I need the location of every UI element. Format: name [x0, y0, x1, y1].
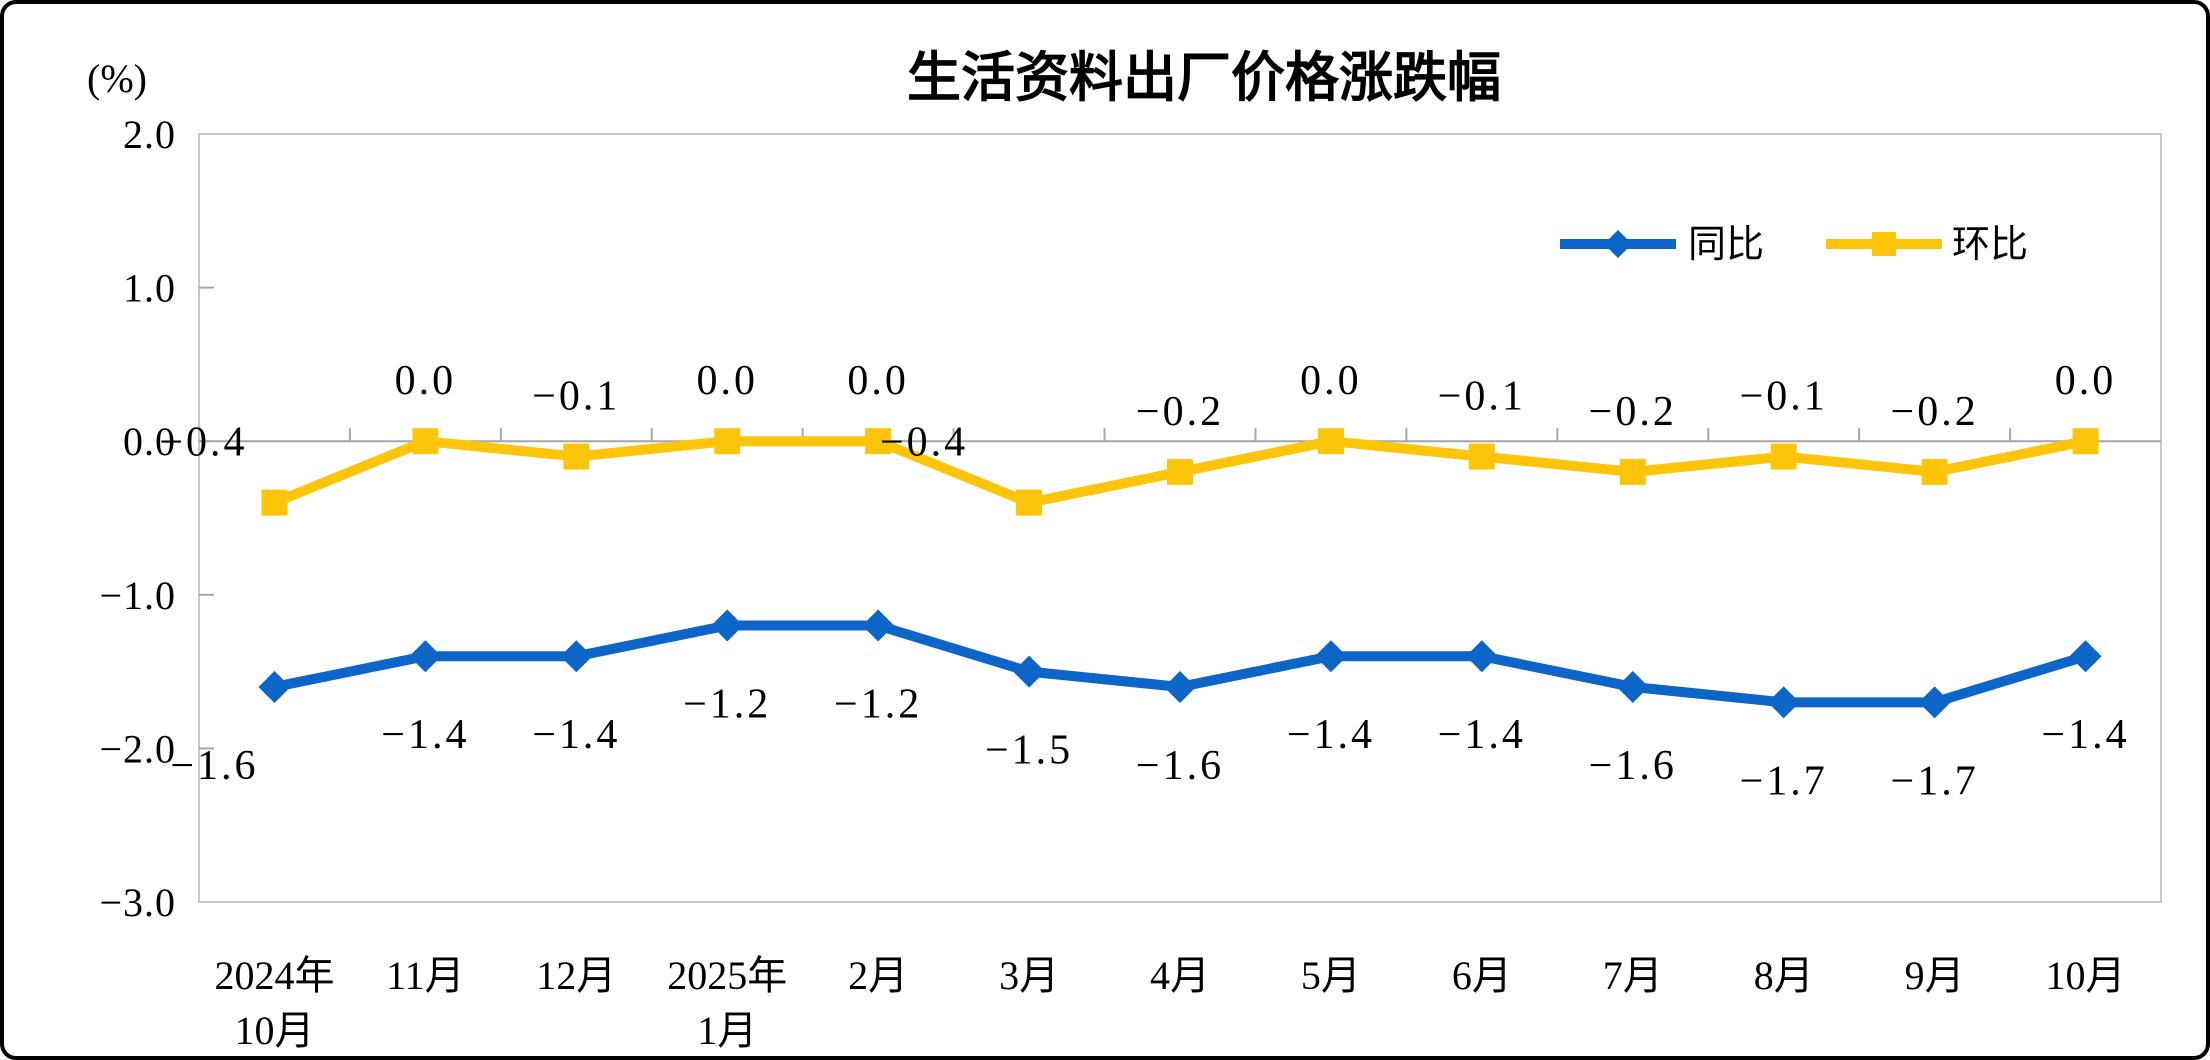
price-change-line-chart: (%) 生活资料出厂价格涨跌幅 2.0 1.0 0.0 −1.0 −2.0 −3.0 202… [87, 48, 2162, 1053]
y-tick-label: −2.0 [99, 726, 176, 771]
diamond-marker-icon [1604, 230, 1632, 258]
diamond-marker-icon [1616, 670, 1649, 703]
diamond-marker-icon [1918, 686, 1951, 719]
x-tick-label: 11月 [386, 953, 465, 998]
data-label: −1.4 [2041, 712, 2129, 758]
legend: 同比 环比 [1560, 224, 2028, 266]
data-label: −0.4 [159, 420, 247, 466]
square-marker-icon [2072, 428, 2099, 455]
square-marker-icon [563, 443, 590, 470]
x-tick-label: 10月 [234, 1008, 314, 1053]
square-marker-icon [1872, 232, 1896, 256]
y-tick-label: 1.0 [123, 266, 176, 311]
x-tick-label: 12月 [536, 953, 616, 998]
diamond-marker-icon [1465, 640, 1498, 673]
legend-item-yoy: 同比 [1560, 224, 1764, 266]
legend-label-mom: 环比 [1952, 224, 2028, 266]
y-tick-label: −1.0 [99, 573, 176, 618]
legend-label-yoy: 同比 [1688, 224, 1764, 266]
legend-item-mom: 环比 [1826, 224, 2028, 266]
x-tick-label: 4月 [1150, 953, 1210, 998]
diamond-marker-icon [711, 609, 744, 642]
data-label: −1.4 [1438, 712, 1526, 758]
diamond-marker-icon [258, 670, 291, 703]
data-label: −0.2 [1136, 389, 1224, 435]
data-label: −1.6 [1589, 743, 1677, 789]
data-label: −1.7 [1891, 758, 1979, 804]
square-marker-icon [1619, 458, 1646, 485]
diamond-marker-icon [1767, 686, 1800, 719]
x-tick-label: 6月 [1452, 953, 1512, 998]
data-label: −0.4 [880, 420, 968, 466]
square-marker-icon [261, 489, 288, 516]
plot-border [198, 133, 2162, 903]
data-label: 0.0 [696, 358, 758, 404]
x-tick-label: 2024年 [214, 953, 334, 998]
x-tick-label: 5月 [1301, 953, 1361, 998]
plot-area: 2.0 1.0 0.0 −1.0 −2.0 −3.0 2024年 10月 11月 12月 2025年… [99, 112, 2162, 1053]
x-tick-label: 3月 [999, 953, 1059, 998]
data-label: −0.1 [1438, 374, 1526, 420]
x-tick-label: 2025年 [667, 953, 787, 998]
data-label: −0.2 [1589, 389, 1677, 435]
diamond-marker-icon [1013, 655, 1046, 688]
data-label: −1.2 [683, 682, 771, 728]
data-label: −1.2 [834, 682, 922, 728]
diamond-marker-icon [1314, 640, 1347, 673]
diamond-marker-icon [560, 640, 593, 673]
data-label: 0.0 [395, 358, 457, 404]
data-label: −1.6 [1136, 743, 1224, 789]
data-label: −1.6 [170, 743, 258, 789]
diamond-marker-icon [1164, 670, 1196, 703]
data-label: −1.4 [532, 712, 620, 758]
square-marker-icon [412, 428, 439, 455]
data-label: −1.7 [1740, 758, 1828, 804]
y-tick-label: 0.0 [123, 419, 176, 464]
y-axis-unit-label: (%) [87, 56, 147, 101]
x-tick-label: 7月 [1603, 953, 1663, 998]
data-label: −1.5 [985, 728, 1073, 774]
diamond-marker-icon [862, 609, 895, 642]
square-marker-icon [865, 428, 892, 455]
chart-title: 生活资料出厂价格涨跌幅 [907, 48, 1501, 108]
square-marker-icon [1167, 458, 1193, 485]
x-tick-label: 9月 [1905, 953, 1965, 998]
data-label: −1.4 [1287, 712, 1375, 758]
data-label: −0.2 [1891, 389, 1979, 435]
square-marker-icon [1468, 443, 1495, 470]
square-marker-icon [1016, 489, 1043, 516]
data-label: 0.0 [1300, 358, 1362, 404]
square-marker-icon [714, 428, 741, 455]
diamond-marker-icon [409, 640, 442, 673]
x-tick-label: 1月 [697, 1008, 757, 1053]
x-tick-label: 2月 [848, 953, 908, 998]
y-tick-label: 2.0 [123, 112, 176, 157]
data-label: −0.1 [1740, 374, 1828, 420]
square-marker-icon [1317, 428, 1344, 455]
data-label: −1.4 [381, 712, 469, 758]
data-label: 0.0 [2055, 358, 2117, 404]
data-label: −0.1 [532, 374, 620, 420]
data-label: 0.0 [847, 358, 909, 404]
x-tick-label: 10月 [2046, 953, 2126, 998]
square-marker-icon [1770, 443, 1797, 470]
square-marker-icon [1921, 458, 1948, 485]
y-tick-label: −3.0 [99, 880, 176, 925]
diamond-marker-icon [2069, 640, 2102, 673]
x-tick-label: 8月 [1754, 953, 1814, 998]
